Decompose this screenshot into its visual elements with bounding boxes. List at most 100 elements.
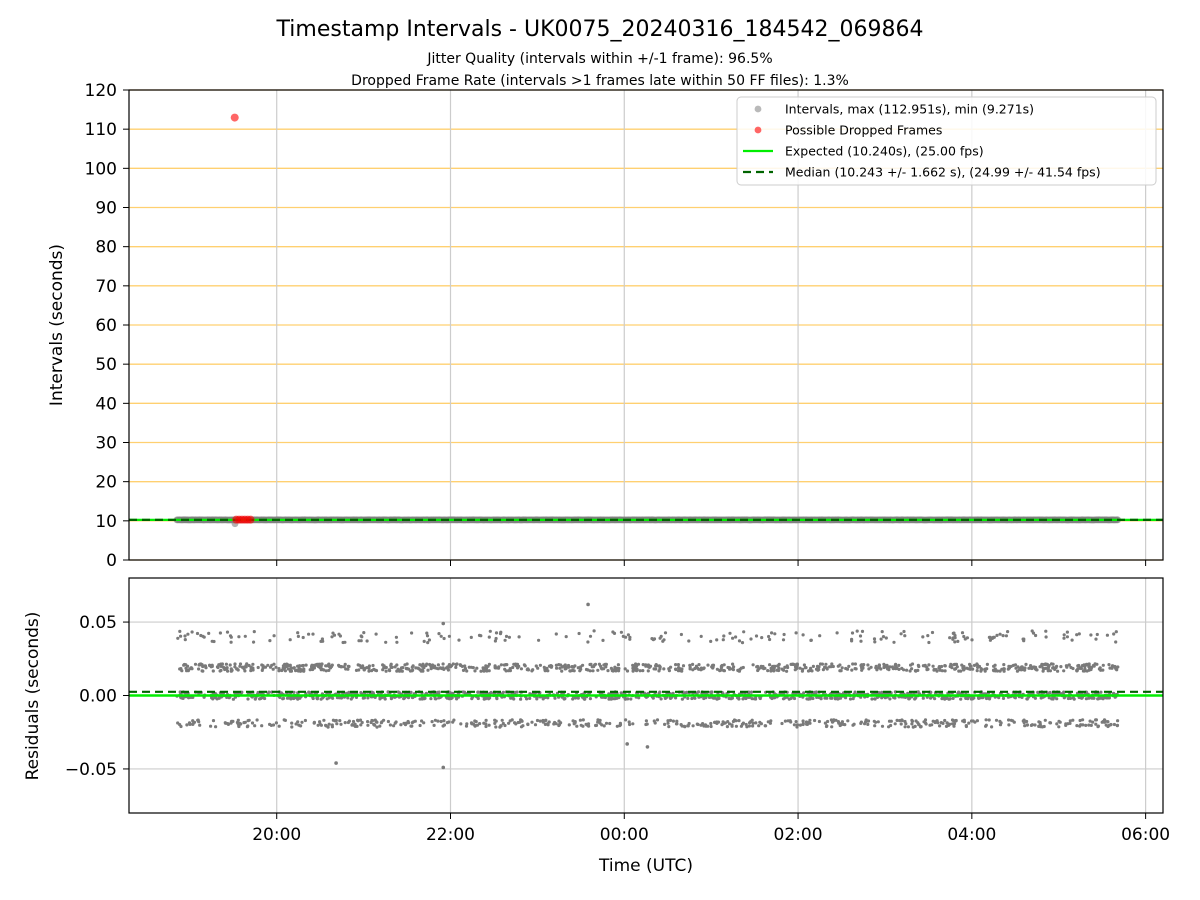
residual-point <box>401 666 405 670</box>
residual-point <box>953 640 957 644</box>
residual-point <box>719 666 723 671</box>
y-tick-label: 50 <box>95 355 117 375</box>
residual-point <box>879 637 883 641</box>
residual-point <box>931 664 935 668</box>
residual-point <box>734 724 739 728</box>
residual-point <box>674 667 678 672</box>
residual-point <box>504 634 509 639</box>
residual-point <box>211 669 215 673</box>
residual-point <box>535 697 539 701</box>
residual-point <box>791 662 795 666</box>
residual-point <box>604 721 609 725</box>
residual-point <box>984 718 988 722</box>
residual-point <box>307 632 311 636</box>
residual-point <box>749 637 753 641</box>
residual-point <box>366 696 370 700</box>
residual-point <box>907 697 911 701</box>
residual-point <box>1030 666 1034 671</box>
residual-point <box>424 664 428 668</box>
residual-point <box>218 631 222 635</box>
residual-point <box>517 664 521 669</box>
residual-point <box>952 724 956 728</box>
residual-point <box>373 668 377 672</box>
residual-point <box>914 696 918 700</box>
residual-point <box>824 662 828 666</box>
residual-point <box>1102 718 1107 722</box>
residual-point <box>1044 635 1048 639</box>
residual-point <box>1035 668 1039 672</box>
residual-point <box>950 722 955 726</box>
residual-point <box>359 723 363 727</box>
residual-point <box>615 724 619 728</box>
residual-point <box>298 664 302 668</box>
residual-point <box>851 697 855 701</box>
residual-point <box>246 697 250 701</box>
residual-point <box>426 668 430 672</box>
residual-point <box>921 664 926 668</box>
residual-outlier-point <box>586 602 590 607</box>
residual-point <box>1105 633 1109 637</box>
residual-point <box>303 718 307 723</box>
residual-point <box>176 636 180 640</box>
residual-point <box>775 668 779 672</box>
residual-point <box>294 722 298 726</box>
residual-point <box>1030 629 1034 633</box>
residual-point <box>887 719 892 723</box>
residual-point <box>244 664 248 668</box>
residual-point <box>502 663 506 667</box>
residual-point <box>1115 668 1119 672</box>
residual-point <box>617 669 621 673</box>
residual-point <box>979 669 983 673</box>
residual-point <box>647 665 652 670</box>
residual-point <box>1014 666 1018 670</box>
residual-point <box>785 664 789 668</box>
residual-point <box>371 663 375 668</box>
residual-point <box>207 631 211 636</box>
residual-point <box>641 669 645 673</box>
residual-point <box>282 718 286 722</box>
residual-point <box>783 696 787 700</box>
residual-point <box>395 640 399 644</box>
residual-point <box>905 668 909 672</box>
residual-point <box>461 690 465 694</box>
residual-point <box>814 691 818 695</box>
residual-point <box>880 630 884 634</box>
residual-point <box>1051 666 1055 670</box>
residual-point <box>185 669 189 673</box>
residual-point <box>571 697 575 701</box>
residual-point <box>821 668 826 672</box>
residual-point <box>562 697 566 701</box>
residual-point <box>397 691 402 695</box>
residual-point <box>463 666 467 671</box>
residual-point <box>224 662 228 666</box>
residual-point <box>1114 640 1118 644</box>
residual-point <box>629 697 633 701</box>
residual-point <box>921 696 925 700</box>
residual-point <box>730 723 734 727</box>
residual-point <box>636 662 641 666</box>
residual-point <box>374 632 378 636</box>
residual-point <box>680 669 684 673</box>
residual-point <box>663 631 668 635</box>
residual-point <box>737 639 742 643</box>
residual-point <box>439 719 443 724</box>
residual-point <box>766 669 770 673</box>
residual-point <box>658 665 662 669</box>
residual-point <box>1041 666 1045 670</box>
residual-point <box>940 669 945 673</box>
residual-point <box>1062 696 1066 700</box>
residual-point <box>1036 690 1040 695</box>
residual-point <box>971 667 975 671</box>
residual-point <box>666 721 670 725</box>
residual-point <box>209 724 213 728</box>
legend-label: Possible Dropped Frames <box>785 123 942 138</box>
residual-point <box>238 664 242 668</box>
residual-point <box>190 630 194 634</box>
residual-point <box>437 696 441 700</box>
chart-subtitle-jitter: Jitter Quality (intervals within +/-1 fr… <box>426 51 772 67</box>
residual-point <box>356 719 360 723</box>
residual-point <box>277 724 281 728</box>
residual-point <box>394 720 398 724</box>
y-tick-label: 0.05 <box>79 613 117 633</box>
residual-point <box>815 664 820 669</box>
